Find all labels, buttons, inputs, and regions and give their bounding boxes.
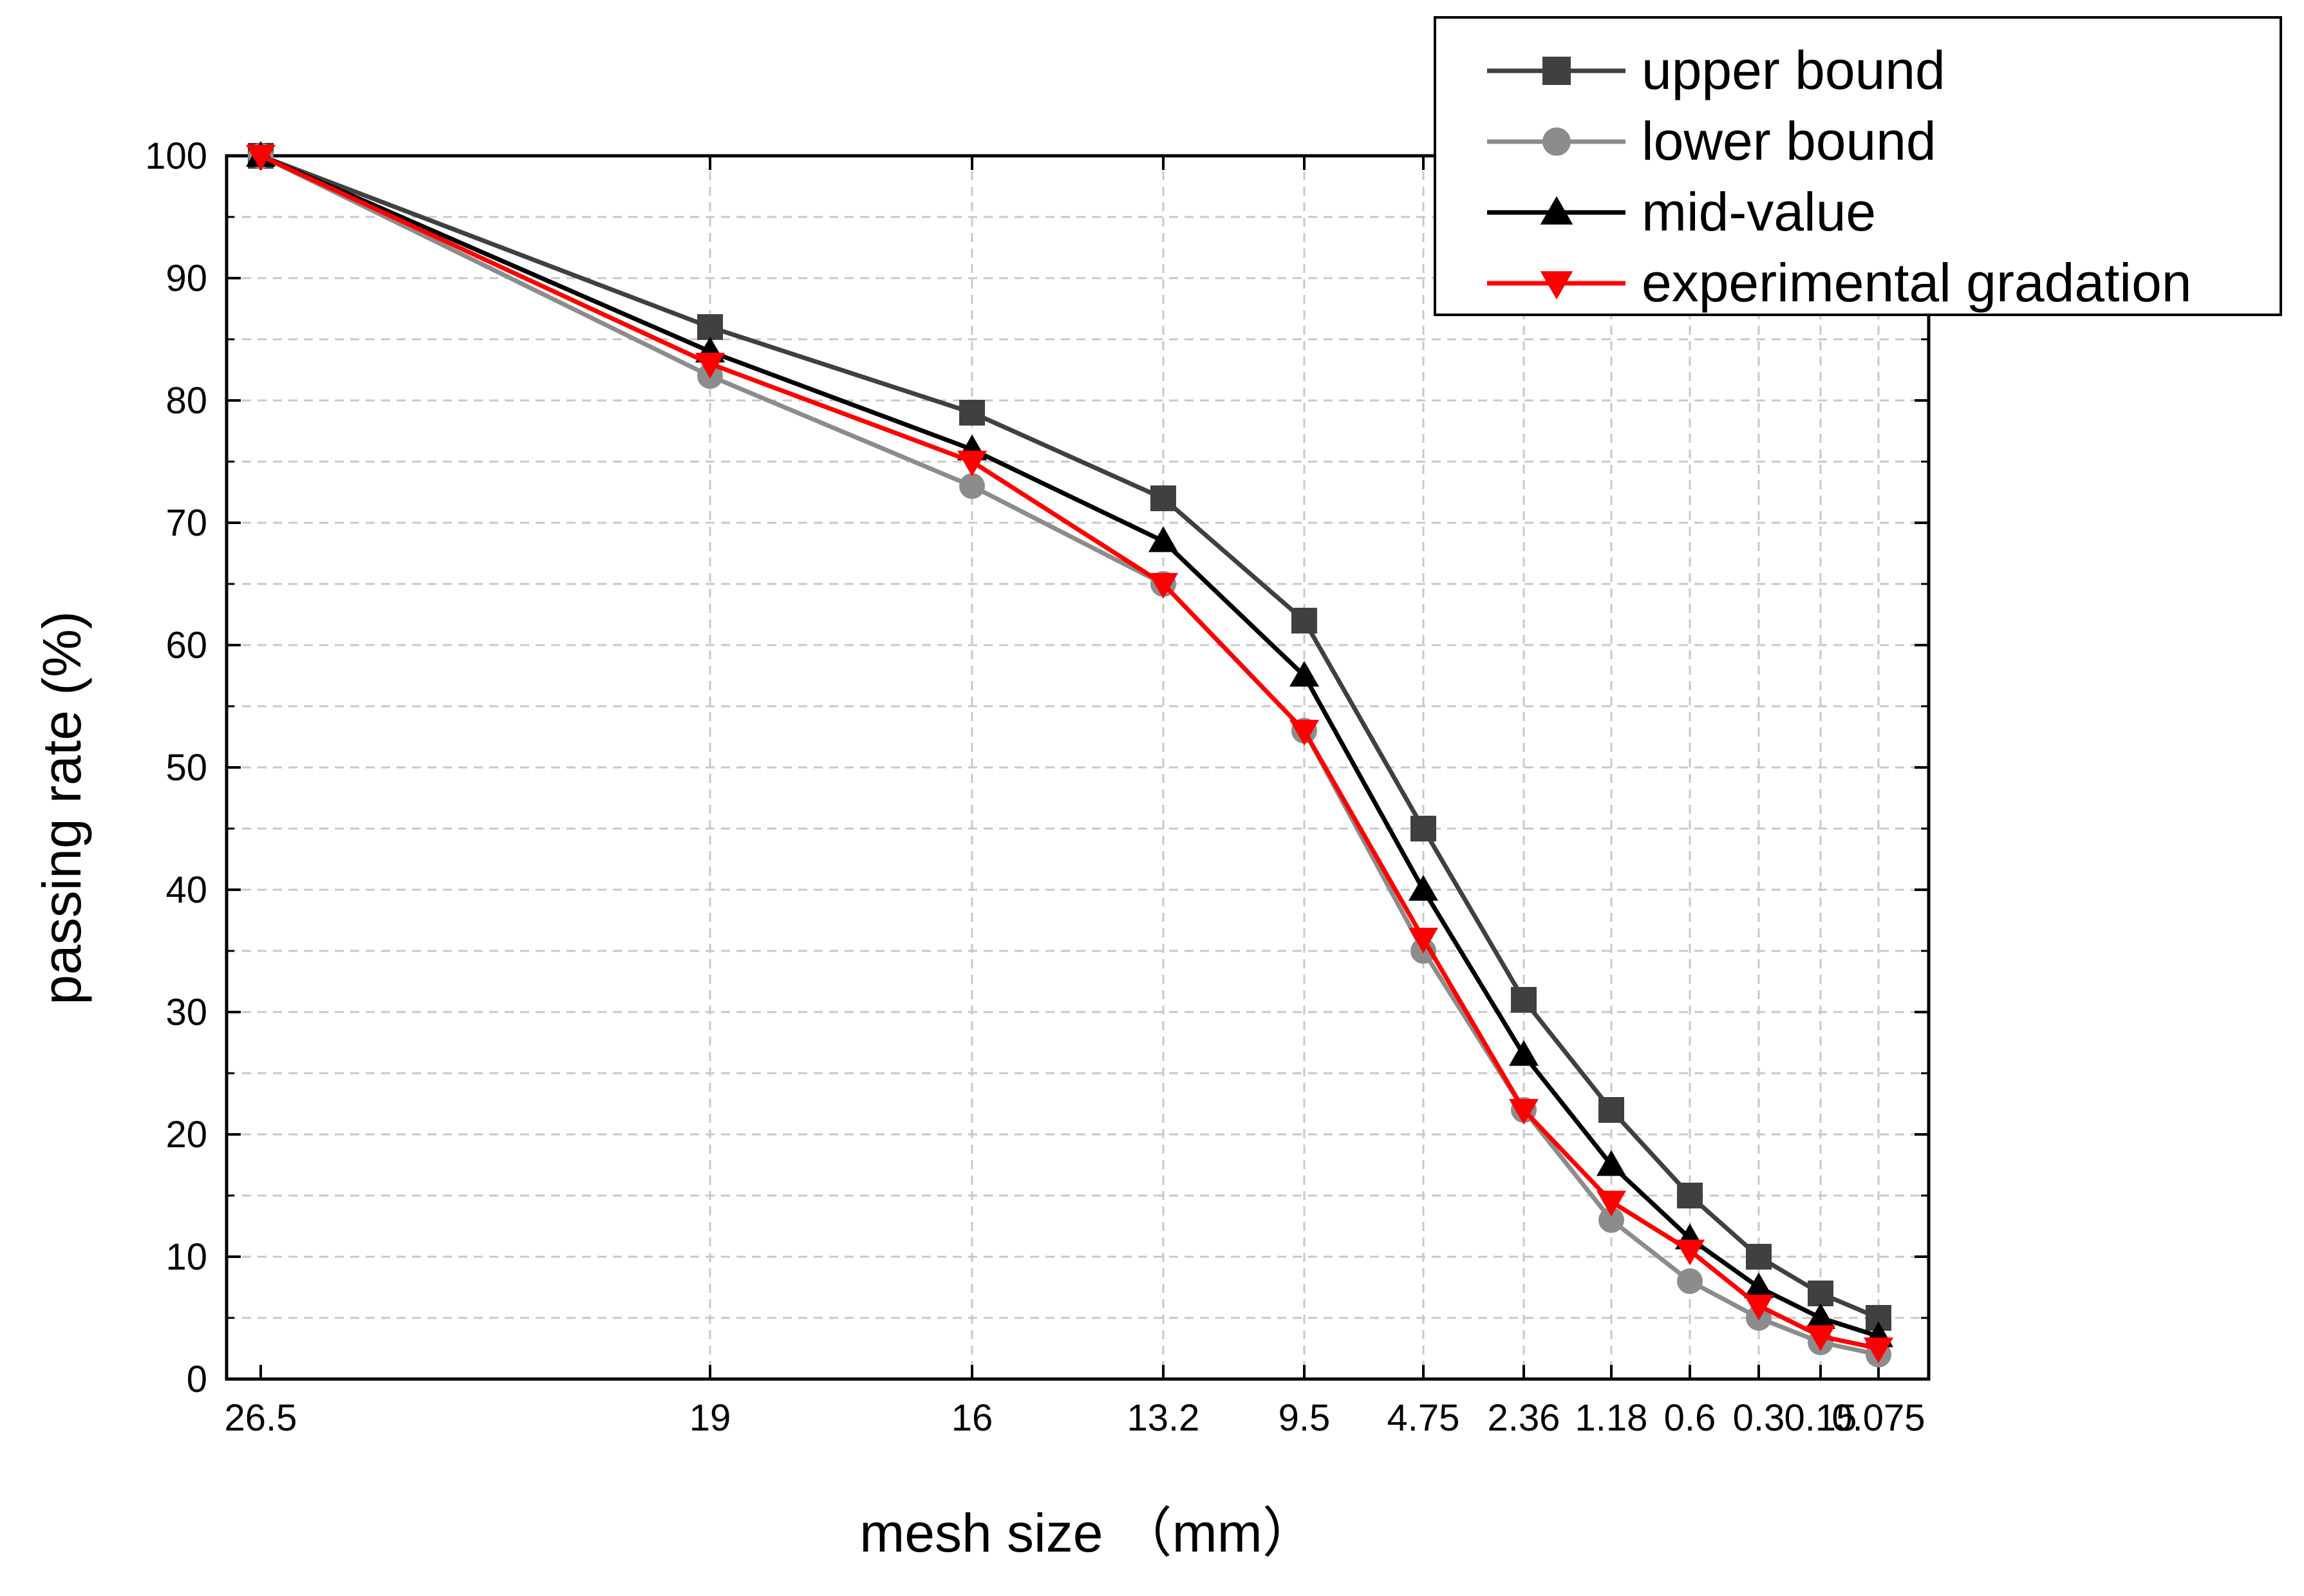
data-point <box>1410 816 1436 841</box>
data-point <box>1806 1303 1835 1329</box>
y-axis-title: passing rate (%) <box>32 611 92 1005</box>
x-tick-label: 26.5 <box>225 1397 297 1439</box>
data-point <box>1291 608 1317 634</box>
legend-entry: mid-value <box>1487 182 1876 242</box>
x-axis-title: mesh size （mm） <box>859 1503 1316 1563</box>
x-tick-label: 9.5 <box>1278 1397 1331 1439</box>
y-tick-label: 100 <box>145 135 207 177</box>
series-line <box>259 153 1880 1338</box>
series-line <box>259 153 1880 1320</box>
x-tick-label: 0.15 <box>1784 1397 1857 1439</box>
data-point <box>1677 1183 1703 1208</box>
data-point <box>1150 485 1176 511</box>
grid <box>227 156 1929 1379</box>
legend-marker <box>1540 271 1573 300</box>
data-point <box>959 400 985 426</box>
data-point <box>1808 1281 1833 1306</box>
series-experimental-gradation <box>246 145 1893 1364</box>
series-group <box>246 141 1893 1367</box>
data-point <box>1806 1325 1835 1351</box>
x-tick-label: 0.3 <box>1733 1397 1785 1439</box>
data-point <box>1597 1190 1626 1217</box>
y-tick-label: 50 <box>165 747 207 789</box>
legend-marker <box>1540 196 1573 225</box>
x-tick-label: 13.2 <box>1127 1397 1200 1439</box>
y-tick-label: 60 <box>165 624 207 666</box>
x-tick-label: 0.075 <box>1831 1397 1925 1439</box>
legend-label: experimental gradation <box>1642 252 2192 313</box>
data-point <box>1509 1099 1539 1125</box>
data-point <box>1675 1239 1705 1266</box>
data-point <box>1511 987 1537 1013</box>
legend: upper bound lower bound mid-value experimen… <box>1434 16 2282 316</box>
legend-label: mid-value <box>1642 182 1876 242</box>
data-point <box>1289 720 1319 746</box>
data-point <box>1148 526 1178 552</box>
data-point <box>1409 875 1438 901</box>
legend-label: lower bound <box>1642 111 1936 171</box>
legend-label: upper bound <box>1642 40 1945 100</box>
y-tick-label: 0 <box>187 1358 207 1400</box>
legend-entry: lower bound <box>1487 111 1936 171</box>
y-tick-label: 30 <box>165 991 207 1033</box>
data-point <box>1409 928 1438 953</box>
y-tick-label: 10 <box>165 1236 207 1278</box>
x-tick-label: 0.6 <box>1664 1397 1716 1439</box>
data-point <box>695 353 725 379</box>
y-tick-label: 40 <box>165 869 207 911</box>
data-point <box>1746 1244 1772 1270</box>
data-point <box>1744 1295 1774 1320</box>
data-point <box>959 473 985 499</box>
series-lower-bound <box>248 143 1891 1367</box>
legend-marker <box>1542 127 1571 156</box>
legend-box <box>1434 16 2282 316</box>
y-tick-label: 90 <box>165 258 207 299</box>
data-point <box>1598 1207 1624 1233</box>
legend-entry: upper bound <box>1487 40 1945 100</box>
data-point <box>1677 1268 1703 1294</box>
data-point <box>1864 1337 1893 1364</box>
y-tick-label: 70 <box>165 502 207 544</box>
legend-entry: experimental gradation <box>1487 252 2192 313</box>
data-point <box>1289 661 1319 687</box>
y-tick-label: 20 <box>165 1114 207 1156</box>
x-tick-label: 2.36 <box>1488 1397 1560 1439</box>
data-point <box>1744 1272 1774 1299</box>
y-tick-label: 80 <box>165 380 207 422</box>
series-mid-value <box>246 141 1893 1347</box>
data-point <box>1509 1040 1539 1066</box>
series-line <box>259 153 1879 1357</box>
x-tick-label: 19 <box>689 1397 731 1439</box>
axes: 0 10 20 30 40 50 60 70 80 90 100 26.5 19 16 13.2 9.5 4.7… <box>145 135 1931 1439</box>
data-point <box>697 314 723 340</box>
x-tick-label: 16 <box>951 1397 993 1439</box>
x-tick-label: 4.75 <box>1387 1397 1460 1439</box>
x-tick-label: 1.18 <box>1575 1397 1648 1439</box>
data-point <box>957 451 987 476</box>
data-point <box>1597 1150 1626 1176</box>
data-point <box>246 145 276 171</box>
series-line <box>259 153 1879 1351</box>
legend-marker <box>1542 57 1571 85</box>
data-point <box>1598 1097 1624 1123</box>
series-upper-bound <box>248 143 1891 1331</box>
data-point <box>1148 573 1178 599</box>
